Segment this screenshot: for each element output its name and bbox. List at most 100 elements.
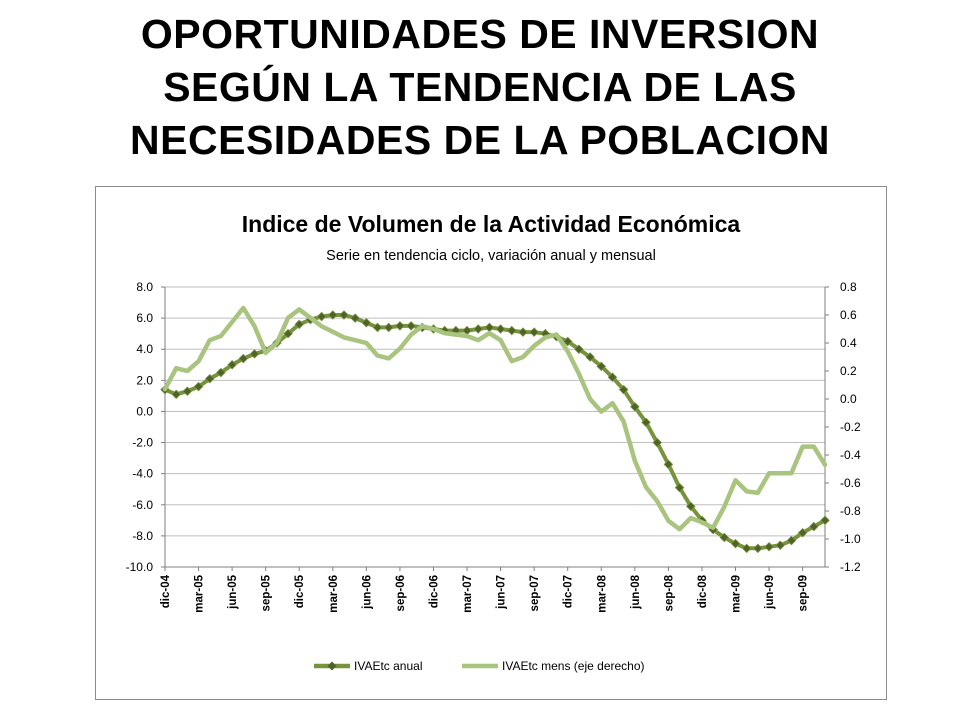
slide-title: OPORTUNIDADES DE INVERSION SEGÚN LA TEND… [0, 8, 960, 167]
x-tick-label: dic-05 [294, 574, 306, 608]
y-right-tick-label: 0.4 [840, 336, 857, 350]
data-point [741, 543, 752, 554]
data-point [786, 535, 797, 546]
data-point [574, 344, 584, 354]
x-tick-label: sep-09 [798, 575, 810, 611]
data-point [585, 352, 595, 362]
slide-title-line-3: NECESIDADES DE LA POBLACION [130, 117, 830, 163]
chart-title: Indice de Volumen de la Actividad Económ… [242, 211, 741, 237]
data-point [663, 459, 674, 470]
data-point [339, 310, 349, 320]
x-tick-label: sep-07 [529, 575, 541, 611]
x-tick-label: dic-04 [160, 574, 172, 608]
data-point [495, 324, 506, 334]
legend: IVAEtc anual IVAEtc mens (eje derecho) [314, 659, 645, 673]
data-point [820, 515, 830, 526]
x-tick-label: mar-08 [596, 574, 608, 612]
data-point [797, 528, 808, 538]
y-right-tick-label: 0.0 [840, 392, 857, 406]
data-point [328, 310, 338, 320]
data-point [809, 521, 819, 532]
data-point [618, 384, 629, 395]
data-point [182, 386, 193, 396]
data-point [529, 327, 539, 337]
data-point [294, 319, 305, 330]
data-point [641, 417, 651, 428]
tick-labels: 8.0 6.0 4.0 2.0 0.0 -2.0 -4.0 -6.0 -8.0 -10.0 0.8 0… [126, 280, 861, 613]
data-point [171, 389, 181, 400]
chart-frame: Indice de Volumen de la Actividad Económ… [95, 186, 887, 700]
data-point [764, 542, 774, 552]
data-point [227, 360, 237, 370]
slide-title-line-2: SEGÚN LA TENDENCIA DE LAS [163, 64, 797, 110]
data-point [283, 328, 293, 339]
y-right-tick-label: 0.2 [840, 364, 857, 378]
x-tick-label: jun-07 [496, 575, 508, 610]
data-point [238, 353, 249, 364]
legend-label: IVAEtc anual [354, 659, 422, 673]
data-point [361, 318, 372, 328]
data-point [719, 532, 730, 543]
data-point [775, 540, 786, 550]
x-tick-label: dic-07 [563, 575, 575, 608]
data-point [685, 501, 696, 512]
data-point [395, 321, 405, 331]
data-point [652, 437, 662, 448]
y-left-tick-label: 4.0 [136, 342, 153, 356]
data-point [753, 543, 763, 554]
x-tick-label: jun-08 [630, 574, 642, 609]
data-point [607, 372, 618, 382]
data-point [674, 482, 685, 493]
data-point [316, 311, 327, 322]
x-tick-label: dic-08 [697, 574, 709, 608]
x-tick-label: mar-09 [731, 575, 743, 613]
data-point [507, 325, 517, 336]
y-right-tick-label: -0.2 [840, 420, 861, 434]
data-point [596, 361, 607, 372]
x-tick-label: jun-06 [361, 575, 373, 610]
data-point [383, 322, 394, 333]
slide-title-line-1: OPORTUNIDADES DE INVERSION [140, 11, 820, 57]
x-tick-label: jun-09 [764, 575, 776, 610]
y-right-tick-label: 0.8 [840, 280, 857, 294]
data-point [730, 538, 741, 549]
data-point [562, 336, 573, 347]
y-left-tick-label: -10.0 [126, 560, 154, 574]
y-left-tick-label: -2.0 [132, 436, 153, 450]
data-point [193, 381, 204, 392]
data-point [484, 322, 495, 333]
legend-label: IVAEtc mens (eje derecho) [502, 659, 645, 673]
y-left-tick-label: -8.0 [132, 529, 153, 543]
x-tick-label: sep-05 [261, 574, 273, 611]
x-tick-label: mar-05 [194, 574, 206, 612]
y-left-tick-label: 6.0 [136, 311, 153, 325]
legend-marker [327, 661, 337, 671]
data-point [249, 349, 260, 359]
data-point [204, 374, 215, 384]
y-left-tick-label: 2.0 [136, 373, 153, 387]
y-right-tick-label: 0.6 [840, 308, 857, 322]
x-tick-label: sep-08 [663, 574, 675, 611]
data-point [473, 324, 483, 334]
y-right-tick-label: -0.6 [840, 476, 861, 490]
y-left-tick-label: 0.0 [136, 404, 153, 418]
chart-subtitle: Serie en tendencia ciclo, variación anua… [326, 248, 656, 264]
x-tick-label: mar-07 [462, 575, 474, 613]
y-left-tick-label: -4.0 [132, 467, 153, 481]
y-left-tick-label: -6.0 [132, 498, 153, 512]
chart: Indice de Volumen de la Actividad Económ… [126, 211, 861, 673]
data-point [630, 402, 640, 412]
x-tick-label: jun-05 [227, 574, 239, 609]
data-point [216, 367, 226, 378]
data-point [372, 322, 383, 333]
series-line-monthly [162, 305, 828, 532]
y-right-tick-label: -0.4 [840, 448, 861, 462]
data-point [406, 321, 416, 331]
data-point [518, 327, 528, 337]
series [160, 305, 830, 554]
data-point [350, 313, 360, 323]
y-right-tick-label: -1.0 [840, 532, 861, 546]
x-tick-label: dic-06 [428, 575, 440, 608]
y-right-tick-label: -1.2 [840, 560, 861, 574]
y-left-tick-label: 8.0 [136, 280, 153, 294]
